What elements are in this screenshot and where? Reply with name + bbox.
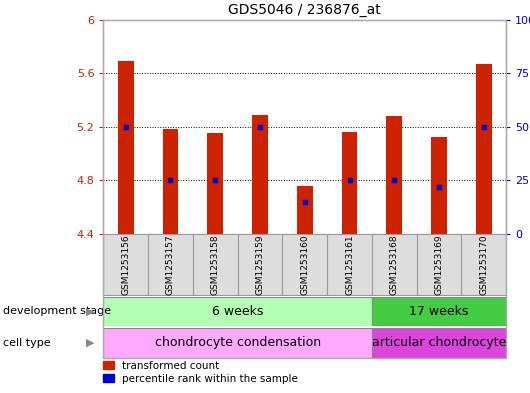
- Bar: [103, 328, 372, 358]
- Text: GSM1253161: GSM1253161: [345, 234, 354, 295]
- Bar: [207, 134, 223, 234]
- Title: GDS5046 / 236876_at: GDS5046 / 236876_at: [228, 3, 381, 17]
- Point: [480, 123, 488, 130]
- Point: [301, 198, 309, 205]
- Text: GSM1253170: GSM1253170: [479, 234, 488, 295]
- Point: [211, 177, 219, 184]
- Text: ▶: ▶: [86, 338, 94, 348]
- Bar: [118, 61, 134, 234]
- Point: [390, 177, 399, 184]
- Text: GSM1253160: GSM1253160: [301, 234, 309, 295]
- Text: GSM1253157: GSM1253157: [166, 234, 175, 295]
- Bar: [372, 328, 506, 358]
- Text: 17 weeks: 17 weeks: [409, 305, 469, 318]
- Bar: [252, 115, 268, 234]
- Bar: [342, 132, 357, 234]
- Point: [256, 123, 264, 130]
- Text: GSM1253156: GSM1253156: [121, 234, 130, 295]
- Text: articular chondrocyte: articular chondrocyte: [372, 336, 506, 349]
- Bar: [297, 185, 313, 234]
- Bar: [372, 297, 506, 326]
- Point: [121, 123, 130, 130]
- Bar: [386, 116, 402, 234]
- Text: GSM1253158: GSM1253158: [211, 234, 220, 295]
- Bar: [431, 138, 447, 234]
- Bar: [476, 64, 492, 234]
- Text: cell type: cell type: [3, 338, 50, 348]
- Bar: [103, 297, 372, 326]
- Point: [166, 177, 175, 184]
- Text: chondrocyte condensation: chondrocyte condensation: [155, 336, 321, 349]
- Legend: transformed count, percentile rank within the sample: transformed count, percentile rank withi…: [103, 361, 298, 384]
- Text: GSM1253168: GSM1253168: [390, 234, 399, 295]
- Text: ▶: ▶: [86, 307, 94, 316]
- Point: [435, 184, 443, 190]
- Bar: [163, 129, 178, 234]
- Text: 6 weeks: 6 weeks: [212, 305, 263, 318]
- Text: GSM1253169: GSM1253169: [435, 234, 444, 295]
- Text: development stage: development stage: [3, 307, 111, 316]
- Text: GSM1253159: GSM1253159: [255, 234, 264, 295]
- Point: [345, 177, 354, 184]
